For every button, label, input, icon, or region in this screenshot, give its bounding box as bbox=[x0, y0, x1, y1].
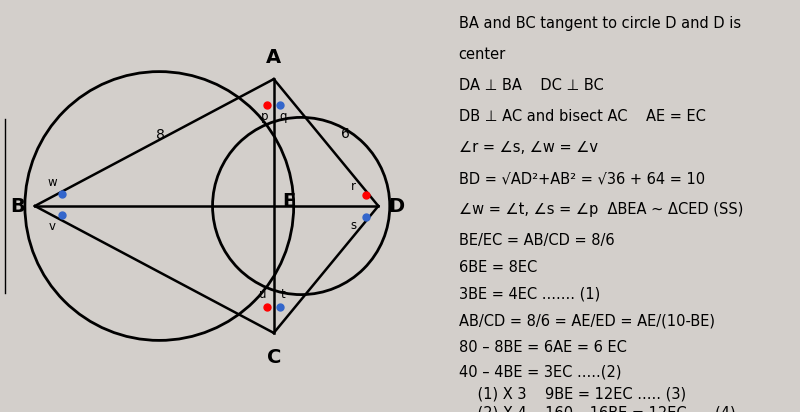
Text: BD = √AD²+AB² = √36 + 64 = 10: BD = √AD²+AB² = √36 + 64 = 10 bbox=[458, 171, 705, 186]
Text: BE/EC = AB/CD = 8/6: BE/EC = AB/CD = 8/6 bbox=[458, 233, 614, 248]
Text: 80 – 8BE = 6AE = 6 EC: 80 – 8BE = 6AE = 6 EC bbox=[458, 340, 626, 355]
Text: ∠r = ∠s, ∠w = ∠v: ∠r = ∠s, ∠w = ∠v bbox=[458, 140, 598, 155]
Text: p: p bbox=[261, 110, 269, 123]
Text: DA ⊥ BA    DC ⊥ BC: DA ⊥ BA DC ⊥ BC bbox=[458, 78, 603, 93]
Text: 8: 8 bbox=[156, 128, 165, 142]
Text: u: u bbox=[258, 288, 266, 301]
Text: v: v bbox=[49, 220, 56, 233]
Text: s: s bbox=[350, 220, 357, 232]
Text: q: q bbox=[279, 110, 286, 123]
Text: 3BE = 4EC ....... (1): 3BE = 4EC ....... (1) bbox=[458, 286, 600, 301]
Text: 6BE = 8EC: 6BE = 8EC bbox=[458, 260, 537, 274]
Text: r: r bbox=[351, 180, 356, 192]
Text: AB/CD = 8/6 = AE/ED = AE/(10-BE): AB/CD = 8/6 = AE/ED = AE/(10-BE) bbox=[458, 313, 714, 328]
Text: ∠w = ∠t, ∠s = ∠p  ΔBEA ~ ΔCED (SS): ∠w = ∠t, ∠s = ∠p ΔBEA ~ ΔCED (SS) bbox=[458, 202, 743, 217]
Text: DB ⊥ AC and bisect AC    AE = EC: DB ⊥ AC and bisect AC AE = EC bbox=[458, 109, 706, 124]
Text: (2) X 4    160 – 16BE = 12EC .....(4): (2) X 4 160 – 16BE = 12EC .....(4) bbox=[458, 405, 735, 412]
Text: C: C bbox=[266, 348, 281, 367]
Text: BA and BC tangent to circle D and D is: BA and BC tangent to circle D and D is bbox=[458, 16, 741, 31]
Text: center: center bbox=[458, 47, 506, 62]
Text: A: A bbox=[266, 48, 282, 67]
Text: B: B bbox=[10, 197, 25, 215]
Text: (1) X 3    9BE = 12EC ..... (3): (1) X 3 9BE = 12EC ..... (3) bbox=[458, 386, 686, 401]
Text: 6: 6 bbox=[341, 126, 350, 140]
Text: E: E bbox=[282, 192, 296, 211]
Text: w: w bbox=[47, 176, 57, 189]
Text: D: D bbox=[388, 197, 404, 215]
Text: t: t bbox=[280, 288, 285, 301]
Text: 40 – 4BE = 3EC .....(2): 40 – 4BE = 3EC .....(2) bbox=[458, 365, 621, 379]
